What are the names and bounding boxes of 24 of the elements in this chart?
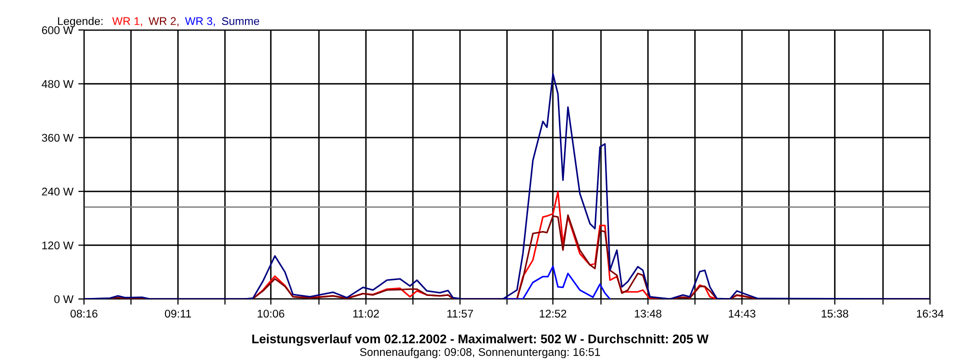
x-tick-label: 13:48 bbox=[634, 310, 662, 318]
y-tick-label: 0 W bbox=[54, 295, 74, 304]
y-tick-label: 600 W bbox=[42, 26, 74, 34]
text: WR 1, bbox=[112, 17, 142, 26]
text: Leistungsverlauf vom 02.12.2002 - Maximalwert: 502 W - Durchschnitt: 205 W bbox=[252, 334, 709, 346]
x-tick-label: 15:38 bbox=[822, 310, 848, 318]
x-tick-label: 14:43 bbox=[728, 310, 756, 318]
y-tick-label: 480 W bbox=[42, 80, 74, 88]
y-tick-label: 240 W bbox=[42, 188, 74, 196]
x-tick-label: 11:57 bbox=[447, 310, 473, 318]
y-tick-label: 120 W bbox=[42, 241, 74, 250]
legend-title: Legende: bbox=[58, 16, 102, 28]
text: Summe bbox=[222, 17, 260, 26]
line-series bbox=[502, 266, 611, 299]
x-tick-label: 10:06 bbox=[258, 310, 284, 318]
y-tick-label: 360 W bbox=[42, 134, 74, 142]
text: WR 2, bbox=[148, 17, 178, 26]
text: WR 3, bbox=[185, 17, 215, 26]
x-tick-label: 12:52 bbox=[540, 310, 566, 318]
x-tick-label: 09:11 bbox=[164, 310, 191, 318]
x-tick-label: 08:16 bbox=[70, 310, 98, 318]
x-tick-label: 16:34 bbox=[916, 310, 944, 318]
x-tick-label: 11:02 bbox=[353, 310, 379, 318]
text: Sonnenaufgang: 09:08, Sonnenuntergang: 16:51 bbox=[360, 348, 600, 358]
